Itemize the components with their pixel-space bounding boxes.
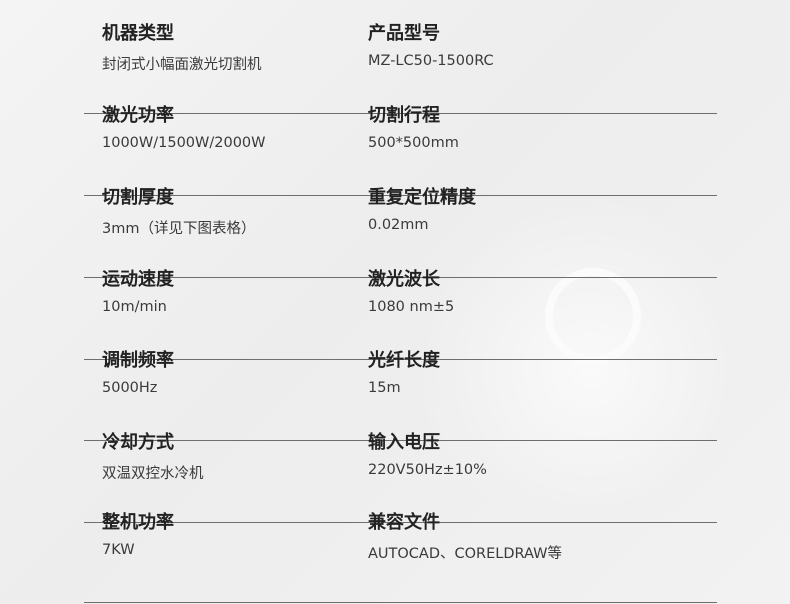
spec-label: 切割行程 bbox=[368, 105, 440, 126]
spec-row: 冷却方式双温双控水冷机 输入电压 220V50Hz±10% bbox=[84, 432, 717, 523]
spec-value: 1080 nm±5 bbox=[368, 299, 455, 315]
spec-value: AUTOCAD、CORELDRAW等 bbox=[368, 546, 562, 562]
spec-value: 封闭式小幅面激光切割机 bbox=[102, 57, 262, 73]
spec-value: 7KW bbox=[102, 542, 135, 558]
spec-value: 3mm（详见下图表格） bbox=[102, 221, 256, 237]
spec-label: 重复定位精度 bbox=[368, 187, 476, 208]
spec-value: 5000Hz bbox=[102, 380, 158, 396]
spec-value: 双温双控水冷机 bbox=[102, 466, 204, 482]
spec-row: 调制频率 5000Hz 光纤长度 15m bbox=[84, 350, 717, 441]
spec-label: 运动速度 bbox=[102, 269, 174, 290]
spec-label: 激光波长 bbox=[368, 269, 440, 290]
spec-value: MZ-LC50-1500RC bbox=[368, 53, 494, 69]
spec-row: 运动速度 10m/min 激光波长 1080 nm±5 bbox=[84, 269, 717, 360]
spec-value: 1000W/1500W/2000W bbox=[102, 135, 266, 151]
spec-label: 整机功率 bbox=[102, 512, 174, 533]
spec-value: 10m/min bbox=[102, 299, 167, 315]
spec-label: 光纤长度 bbox=[368, 350, 440, 371]
spec-value: 15m bbox=[368, 380, 401, 396]
spec-label: 冷却方式 bbox=[102, 432, 174, 453]
spec-label: 输入电压 bbox=[368, 432, 440, 453]
spec-row: 激光功率 1000W/1500W/2000W 切割行程 500*500mm bbox=[84, 105, 717, 196]
spec-row: 整机功率 7KW 兼容文件 AUTOCAD、CORELDRAW等 bbox=[84, 512, 717, 603]
spec-label: 机器类型 bbox=[102, 23, 174, 44]
spec-value: 220V50Hz±10% bbox=[368, 462, 487, 478]
spec-label: 切割厚度 bbox=[102, 187, 174, 208]
spec-label: 产品型号 bbox=[368, 23, 440, 44]
spec-label: 兼容文件 bbox=[368, 512, 440, 533]
spec-value: 500*500mm bbox=[368, 135, 459, 151]
spec-label: 激光功率 bbox=[102, 105, 174, 126]
spec-value: 0.02mm bbox=[368, 217, 429, 233]
spec-row: 机器类型封闭式小幅面激光切割机 产品型号 MZ-LC50-1500RC bbox=[84, 23, 717, 114]
spec-row: 切割厚度 3mm（详见下图表格） 重复定位精度 0.02mm bbox=[84, 187, 717, 278]
spec-label: 调制频率 bbox=[102, 350, 174, 371]
